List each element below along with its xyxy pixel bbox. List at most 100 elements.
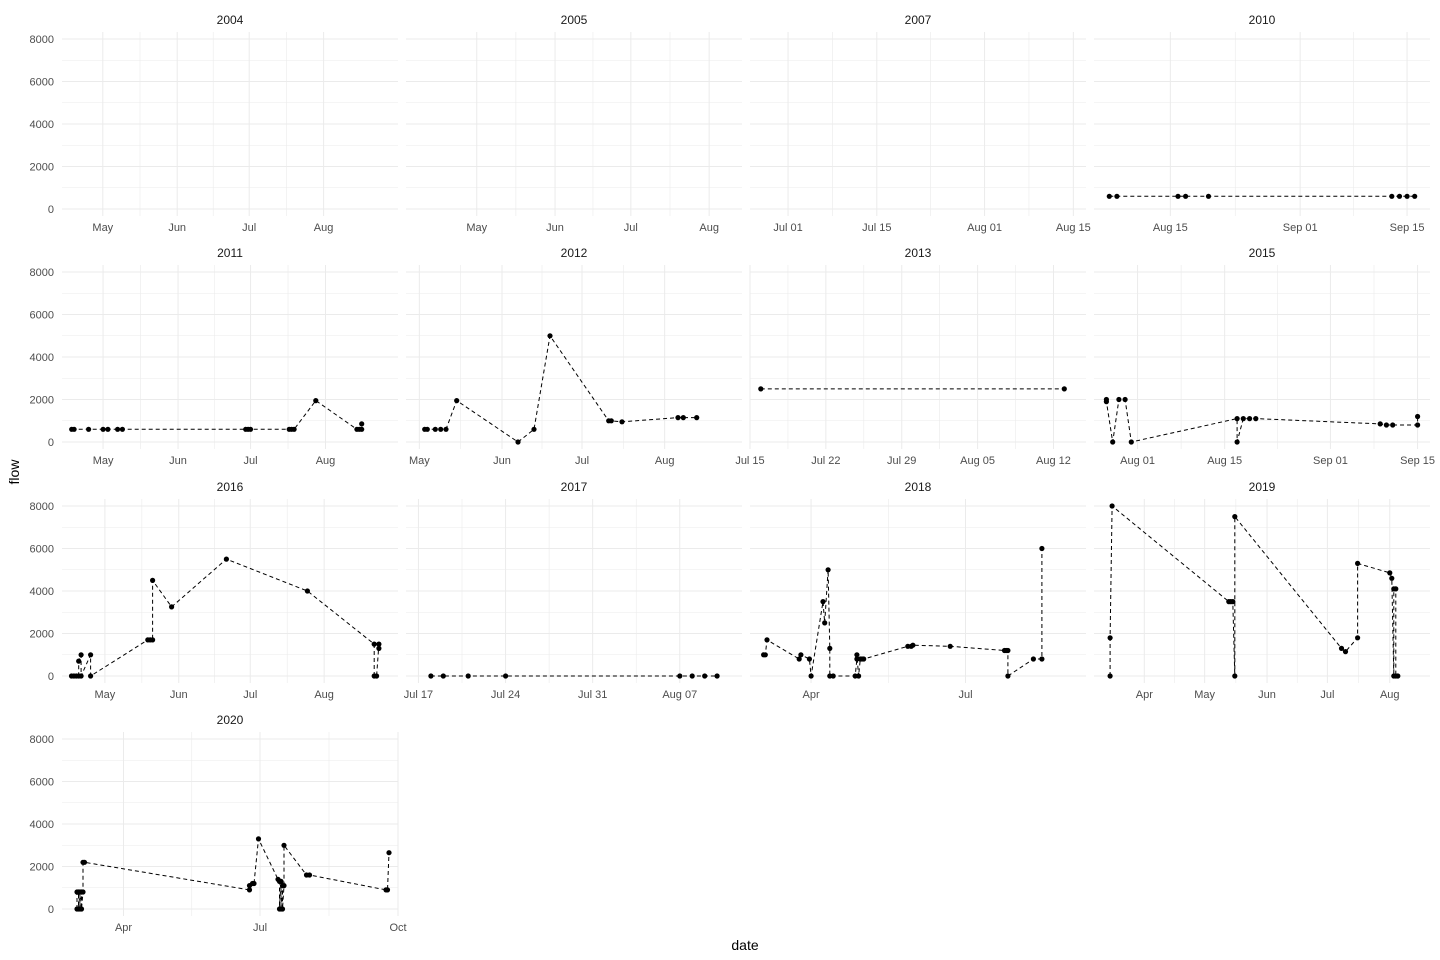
- data-point: [1039, 545, 1045, 552]
- facet-panel-2007: 2007 Jul 01 Jul 15 Aug 01 Aug 15: [750, 13, 1091, 234]
- y-tick-label: 4000: [30, 352, 54, 364]
- data-point: [278, 878, 284, 885]
- data-point: [169, 604, 175, 610]
- data-point: [359, 421, 365, 427]
- flow-series-line-2015: [1105, 399, 1419, 443]
- data-point: [88, 652, 94, 658]
- data-point: [384, 887, 391, 893]
- x-tick-label: Jun: [546, 222, 564, 234]
- data-point: [798, 652, 804, 658]
- data-point: [808, 673, 814, 679]
- data-point: [1389, 575, 1395, 581]
- x-tick-label: Sep 15: [1390, 222, 1425, 234]
- x-tick-label: Jul: [244, 455, 258, 467]
- data-point: [1396, 193, 1403, 199]
- x-tick-label: Aug: [314, 689, 334, 701]
- data-point: [424, 426, 430, 432]
- x-tick-label: Apr: [1136, 689, 1153, 701]
- data-point: [714, 673, 720, 679]
- x-tick-label: Jul: [1320, 689, 1334, 701]
- data-point: [675, 415, 681, 421]
- data-point: [547, 333, 553, 339]
- x-tick-label: Aug: [316, 455, 336, 467]
- data-point: [443, 426, 449, 432]
- data-point: [1383, 422, 1389, 428]
- facet-panel-2016: 2016 0 2000 4000 6000 8000 May Jun Jul Aug: [30, 480, 398, 701]
- data-point: [1253, 416, 1259, 422]
- data-point: [1175, 193, 1181, 199]
- data-point: [861, 656, 867, 662]
- data-point: [281, 842, 287, 848]
- data-point: [432, 426, 438, 432]
- data-point: [1005, 673, 1011, 679]
- x-tick-label: Jun: [170, 689, 188, 701]
- data-point: [619, 419, 625, 425]
- data-point: [1247, 416, 1253, 422]
- flow-series-line-2011: [71, 399, 363, 430]
- data-point: [1107, 635, 1113, 641]
- x-tick-label: Aug: [655, 455, 675, 467]
- flow-series-line-2020: [76, 837, 390, 910]
- x-tick-label: Aug: [699, 222, 719, 234]
- x-tick-label: May: [93, 455, 114, 467]
- data-point: [376, 641, 382, 647]
- x-tick-label: Sep 15: [1400, 455, 1435, 467]
- x-tick-label: May: [409, 455, 430, 467]
- data-point: [677, 673, 683, 679]
- data-point: [1234, 439, 1240, 445]
- data-point: [764, 637, 770, 643]
- x-tick-label: Aug 15: [1207, 455, 1242, 467]
- y-tick-label: 4000: [30, 819, 54, 831]
- data-point: [947, 643, 953, 649]
- data-point: [1412, 193, 1418, 199]
- data-point: [1030, 656, 1036, 662]
- data-point: [1005, 647, 1011, 654]
- data-point: [1230, 599, 1236, 605]
- facet-title-2010: 2010: [1249, 13, 1276, 27]
- data-point: [440, 673, 446, 679]
- y-tick-label: 8000: [30, 501, 54, 513]
- data-point: [827, 645, 833, 652]
- facet-title-2015: 2015: [1249, 246, 1276, 260]
- data-point: [279, 906, 286, 912]
- data-point: [608, 418, 614, 424]
- data-point: [438, 426, 444, 432]
- data-point: [910, 642, 916, 648]
- data-point: [223, 556, 229, 562]
- data-point: [251, 880, 257, 887]
- data-point: [291, 426, 297, 432]
- x-tick-label: Aug 12: [1036, 455, 1071, 467]
- data-point: [78, 673, 84, 679]
- data-point: [1342, 649, 1349, 655]
- data-point: [1128, 439, 1134, 445]
- data-point: [1183, 193, 1189, 199]
- x-tick-label: Apr: [803, 689, 820, 701]
- data-point: [1395, 673, 1401, 679]
- data-point: [247, 426, 254, 432]
- data-point: [374, 673, 380, 679]
- x-tick-label: Apr: [115, 922, 132, 934]
- data-point: [313, 398, 319, 404]
- data-point: [115, 426, 121, 432]
- x-tick-label: Sep 01: [1313, 455, 1348, 467]
- x-tick-label: Jul 29: [887, 455, 916, 467]
- y-tick-label: 2000: [30, 162, 54, 174]
- data-point: [1234, 416, 1240, 422]
- data-point: [1355, 560, 1361, 567]
- data-point: [359, 426, 365, 432]
- facet-title-2018: 2018: [905, 480, 932, 494]
- flow-series-line-2012: [424, 334, 697, 443]
- y-tick-label: 2000: [30, 862, 54, 874]
- facet-panel-2018: 2018 Apr Jul: [750, 480, 1086, 701]
- facet-title-2011: 2011: [217, 246, 243, 260]
- facet-title-2005: 2005: [561, 13, 588, 27]
- data-point: [830, 673, 836, 679]
- facet-panel-2015: 2015 Aug 01 Aug 15 Sep 01 Sep 15: [1094, 246, 1435, 467]
- x-tick-label: Jul 22: [811, 455, 840, 467]
- x-tick-label: Aug 07: [662, 689, 697, 701]
- x-tick-label: May: [466, 222, 487, 234]
- data-point: [1393, 586, 1399, 592]
- facet-title-2019: 2019: [1249, 480, 1276, 494]
- data-point: [386, 850, 392, 856]
- facet-title-2004: 2004: [217, 13, 244, 27]
